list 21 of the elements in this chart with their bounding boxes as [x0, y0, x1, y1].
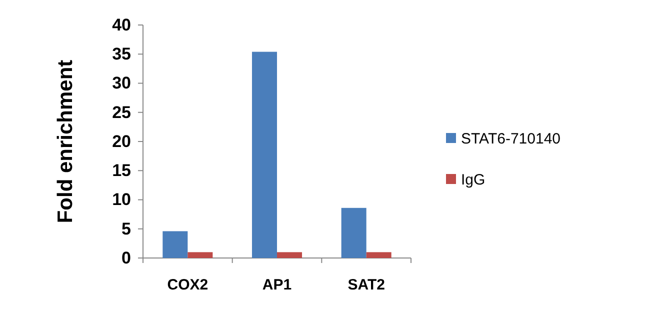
legend-label: STAT6-710140: [461, 130, 560, 148]
bar: [252, 52, 277, 258]
bar: [366, 252, 392, 258]
y-tick-label: 30: [112, 74, 131, 93]
bar: [341, 208, 366, 258]
y-tick-label: 25: [112, 102, 131, 122]
y-tick-label: 35: [112, 44, 131, 64]
y-tick-label: 40: [112, 15, 131, 34]
bar: [188, 252, 213, 258]
x-tick-label: COX2: [167, 276, 208, 294]
y-tick-label: 5: [122, 219, 131, 238]
bar: [162, 231, 188, 258]
y-axis-title: Fold enrichment: [54, 60, 77, 224]
x-tick-label: AP1: [262, 276, 292, 294]
y-tick-label: 0: [122, 248, 131, 268]
bar: [277, 252, 302, 258]
y-tick-label: 15: [112, 161, 131, 180]
y-tick-label: 20: [112, 132, 131, 151]
legend-label: IgG: [461, 171, 486, 188]
x-tick-label: SAT2: [348, 276, 385, 294]
y-tick-label: 10: [112, 190, 131, 210]
